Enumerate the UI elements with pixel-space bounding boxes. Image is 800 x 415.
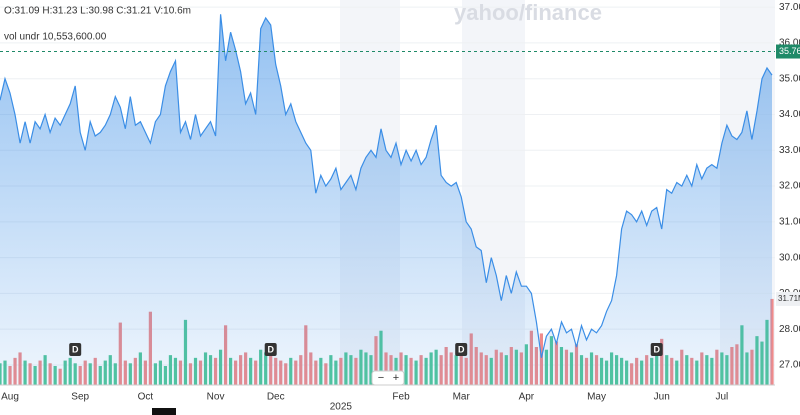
x-tick-label: Jul — [715, 392, 728, 403]
watermark: yahoo/finance — [454, 0, 602, 25]
dividend-marker[interactable] — [455, 343, 468, 356]
zoom-button[interactable]: − — [378, 372, 384, 384]
x-tick-label: Apr — [519, 392, 535, 403]
y-tick-label: 27.00 — [779, 360, 800, 371]
dividend-label: D — [267, 344, 274, 354]
y-tick-label: 32.00 — [779, 181, 800, 192]
price-line — [0, 14, 773, 358]
x-tick-label: Sep — [71, 392, 89, 403]
x-tick-label: Dec — [267, 392, 285, 403]
indicator: vol undr 10,553,600.00 — [4, 32, 107, 43]
last-volume-box — [776, 291, 800, 306]
zoom-button[interactable]: + — [393, 372, 399, 384]
dividend-marker[interactable] — [69, 343, 82, 356]
x-tick-label: Jun — [654, 392, 670, 403]
y-tick-label: 34.00 — [779, 109, 800, 120]
ohlc: O:31.09 H:31.23 L:30.98 C:31.21 V:10.6m — [4, 6, 191, 17]
x-tick-label: Feb — [392, 392, 410, 403]
x-tick-label: 2025 — [330, 402, 353, 413]
y-tick-label: 37.00 — [779, 2, 800, 13]
dividend-label: D — [72, 344, 79, 354]
last-price-label: 35.76 — [779, 46, 800, 56]
x-tick-label: May — [587, 392, 606, 403]
price-area — [0, 14, 772, 386]
x-tick-label: Mar — [453, 392, 471, 403]
zoom-control — [371, 370, 405, 386]
dividend-marker[interactable] — [650, 343, 663, 356]
scrollbar — [152, 408, 176, 415]
x-tick-label: Aug — [1, 392, 19, 403]
dividend-label: D — [653, 344, 660, 354]
y-tick-label: 30.00 — [779, 252, 800, 263]
y-tick-label: 33.00 — [779, 145, 800, 156]
y-tick-label: 35.00 — [779, 73, 800, 84]
y-tick-label: 36.00 — [779, 38, 800, 49]
x-tick-label: Oct — [138, 392, 154, 403]
y-tick-label: 28.00 — [779, 324, 800, 335]
dividend-marker[interactable] — [264, 343, 277, 356]
x-tick-label: Nov — [207, 392, 225, 403]
dividend-label: D — [458, 344, 465, 354]
last-price-box — [776, 44, 800, 59]
y-tick-label: 31.00 — [779, 216, 800, 227]
last-volume-label: 31.71M — [778, 294, 800, 303]
